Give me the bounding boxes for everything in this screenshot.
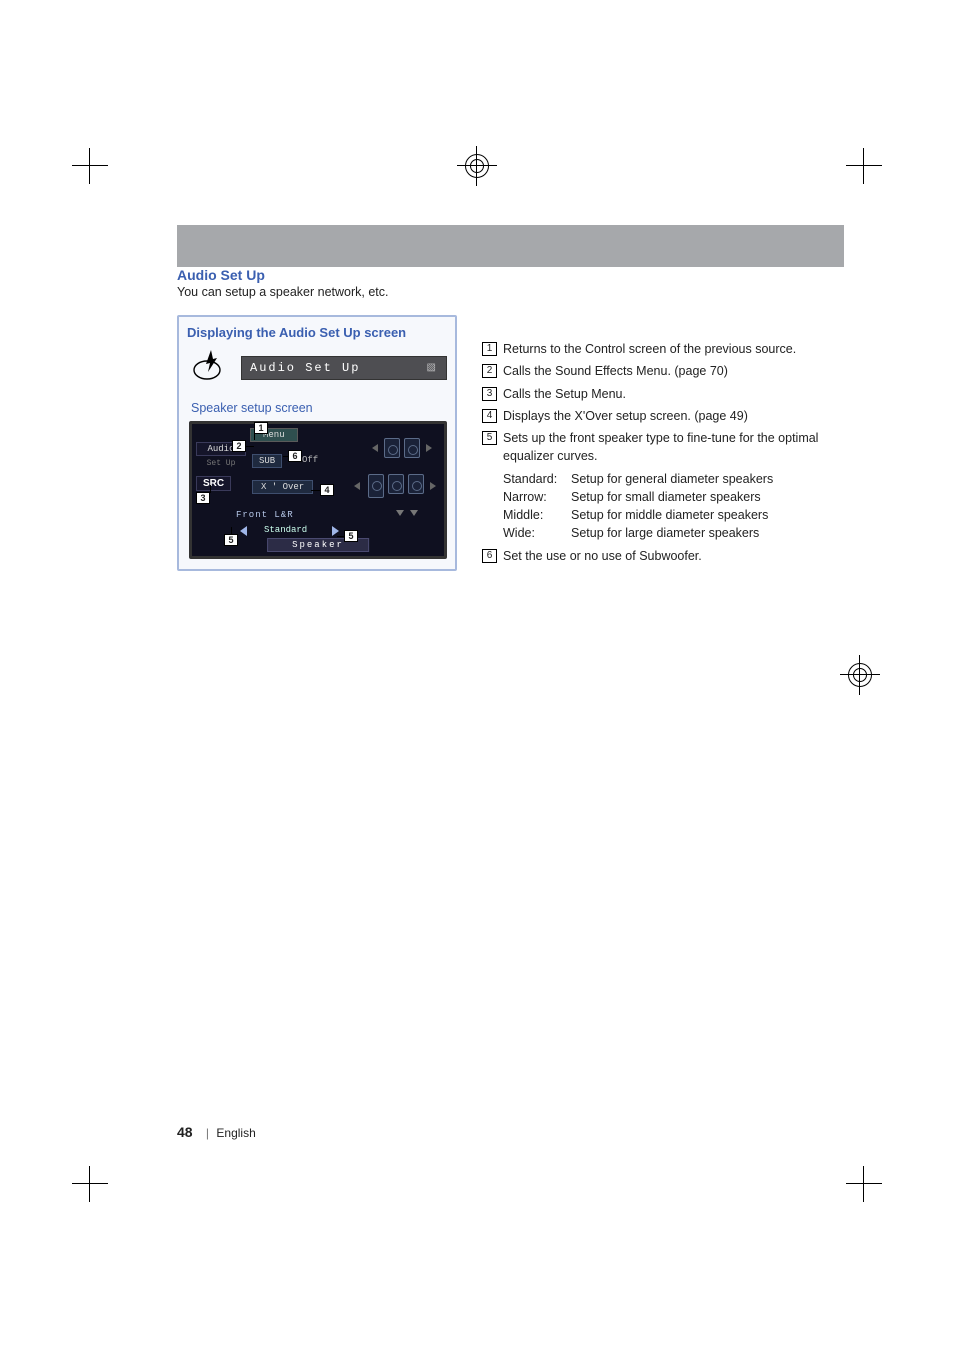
kv-key: Middle:: [503, 506, 565, 524]
kv-key: Standard:: [503, 470, 565, 488]
crop-mark: [846, 1166, 882, 1202]
crop-mark: [846, 148, 882, 184]
list-5-sublist: Standard: Setup for general diameter spea…: [503, 470, 837, 543]
list-text-4: Displays the X'Over setup screen. (page …: [503, 407, 837, 425]
list-text-6: Set the use or no use of Subwoofer.: [503, 547, 837, 565]
section-title: Audio Set Up: [177, 267, 457, 283]
speaker-icon: [404, 438, 420, 458]
touch-icon: [191, 348, 229, 387]
callout-4: 4: [320, 484, 334, 496]
list-text-5: Sets up the front speaker type to fine-t…: [503, 429, 837, 466]
callout-5: 5: [344, 530, 358, 542]
crop-mark: [72, 148, 108, 184]
speaker-icon: [384, 438, 400, 458]
kv-val: Setup for small diameter speakers: [571, 488, 761, 506]
chevron-down-icon: [410, 510, 418, 516]
chevron-right-icon: [430, 482, 436, 490]
header-bar: [177, 225, 844, 267]
crop-mark: [72, 1166, 108, 1202]
speaker-setup-screen: Menu Audio Set Up SRC SUB Off X ' Over F…: [189, 421, 447, 559]
page-footer: 48 | English: [177, 1124, 256, 1140]
screen-sub: SUB: [252, 454, 282, 468]
registration-mark: [840, 655, 880, 695]
chevron-left-icon: [372, 444, 378, 452]
card-displaying-setup: Displaying the Audio Set Up screen Audio…: [177, 315, 457, 571]
section-subtitle: You can setup a speaker network, etc.: [177, 285, 457, 299]
description-list: 1 Returns to the Control screen of the pr…: [482, 340, 837, 569]
list-num-2: 2: [482, 364, 497, 378]
screen-xover: X ' Over: [252, 480, 313, 494]
kv-val: Setup for middle diameter speakers: [571, 506, 768, 524]
speaker-icon: [388, 474, 404, 494]
list-text-1: Returns to the Control screen of the pre…: [503, 340, 837, 358]
speaker-icon: [368, 474, 384, 498]
callout-5: 5: [224, 534, 238, 546]
chevron-right-icon: [332, 526, 339, 536]
registration-mark: [457, 146, 497, 186]
kv-key: Wide:: [503, 524, 565, 542]
chevron-left-icon: [354, 482, 360, 490]
list-num-4: 4: [482, 409, 497, 423]
callout-6: 6: [288, 450, 302, 462]
card-title: Displaying the Audio Set Up screen: [187, 323, 447, 348]
close-icon: ▧: [427, 362, 438, 373]
callout-1: 1: [254, 422, 268, 434]
list-num-6: 6: [482, 549, 497, 563]
kv-val: Setup for large diameter speakers: [571, 524, 759, 542]
chevron-down-icon: [396, 510, 404, 516]
list-text-3: Calls the Setup Menu.: [503, 385, 837, 403]
page-number: 48: [177, 1124, 193, 1140]
chevron-left-icon: [240, 526, 247, 536]
chevron-right-icon: [426, 444, 432, 452]
footer-lang: English: [216, 1126, 255, 1140]
list-num-3: 3: [482, 387, 497, 401]
kv-key: Narrow:: [503, 488, 565, 506]
screen-setup: Set Up: [196, 458, 246, 469]
callout-2: 2: [232, 440, 246, 452]
subhead: Speaker setup screen: [191, 401, 447, 415]
callout-3: 3: [196, 492, 210, 504]
strip-label: Audio Set Up: [250, 361, 360, 375]
screen-front-label: Front L&R: [236, 510, 294, 520]
kv-val: Setup for general diameter speakers: [571, 470, 773, 488]
list-num-5: 5: [482, 431, 497, 445]
setup-title-strip: Audio Set Up ▧: [241, 356, 447, 380]
screen-standard: Standard: [258, 524, 313, 536]
list-text-2: Calls the Sound Effects Menu. (page 70): [503, 362, 837, 380]
footer-sep: |: [206, 1126, 209, 1140]
speaker-icon: [408, 474, 424, 494]
screen-src: SRC: [196, 476, 231, 491]
list-num-1: 1: [482, 342, 497, 356]
